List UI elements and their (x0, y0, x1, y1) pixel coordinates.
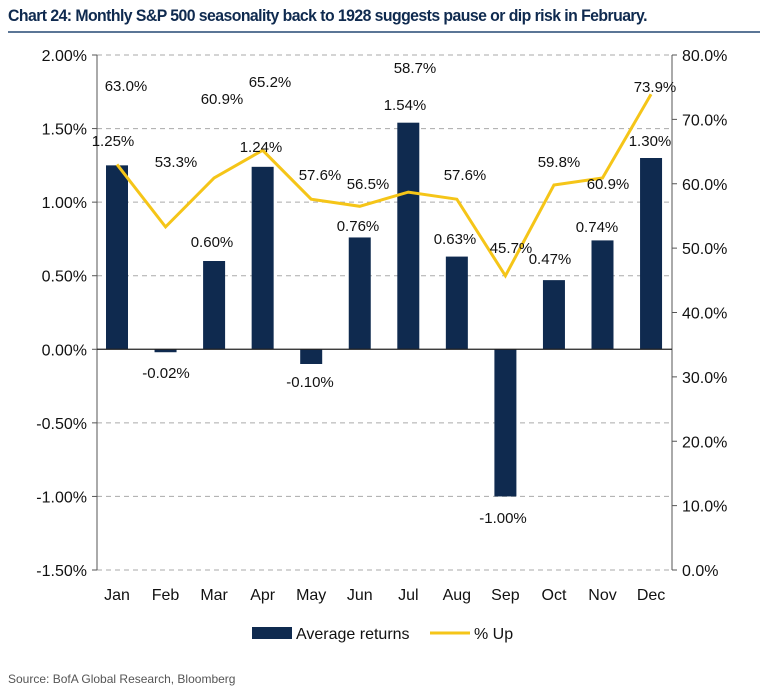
x-tick-label: Feb (152, 587, 180, 604)
x-tick-label: Jun (347, 587, 373, 604)
return-data-label: 0.60% (191, 234, 234, 251)
x-tick-label: Jul (398, 587, 418, 604)
pct-up-data-label: 56.5% (347, 176, 390, 193)
pct-up-data-label: 73.9% (634, 79, 677, 96)
right-tick-label: 80.0% (682, 48, 727, 65)
left-tick-label: 0.50% (42, 269, 87, 286)
x-tick-label: Oct (542, 587, 567, 604)
bar-may (300, 349, 323, 364)
return-data-label: 0.63% (434, 231, 477, 248)
source-note: Source: BofA Global Research, Bloomberg (8, 672, 236, 686)
bar-oct (542, 280, 565, 350)
bar-nov (591, 240, 614, 350)
left-tick-label: 1.50% (42, 122, 87, 139)
return-data-label: 1.24% (240, 139, 283, 156)
pct-up-data-label: 45.7% (490, 240, 533, 257)
bar-aug (445, 256, 468, 350)
right-tick-label: 40.0% (682, 306, 727, 323)
title-rule (8, 31, 760, 33)
return-data-label: 0.74% (576, 219, 619, 236)
pct-up-data-label: 65.2% (249, 74, 292, 91)
x-tick-label: May (296, 587, 326, 604)
left-tick-label: -1.50% (36, 563, 87, 580)
bar-feb (154, 349, 177, 353)
bar-sep (494, 349, 517, 497)
pct-up-data-label: 59.8% (538, 154, 581, 171)
legend-label-average-returns: Average returns (296, 626, 410, 643)
pct-up-data-label: 53.3% (155, 154, 198, 171)
x-tick-label: Mar (200, 587, 228, 604)
return-data-label: 1.30% (629, 133, 672, 150)
return-data-label: 0.47% (529, 251, 572, 268)
bar-jan (106, 165, 128, 350)
return-data-label: -1.00% (479, 510, 527, 527)
right-tick-label: 50.0% (682, 241, 727, 258)
chart: 2.00% 1.50% 1.00% 0.50% 0.00% -0.50% -1.00% -1.… (36, 48, 727, 643)
return-data-label: 1.25% (92, 133, 135, 150)
pct-up-data-label: 60.9% (201, 91, 244, 108)
bar-jul (397, 122, 420, 350)
x-tick-label: Dec (637, 587, 665, 604)
x-tick-label: Jan (104, 587, 130, 604)
right-tick-label: 30.0% (682, 370, 727, 387)
pct-up-data-label: 58.7% (394, 60, 437, 77)
x-tick-label: Apr (250, 587, 276, 604)
pct-up-data-label: 60.9% (587, 176, 630, 193)
bar-dec (640, 158, 663, 350)
pct-up-data-label: 57.6% (299, 167, 342, 184)
pct-up-data-label: 57.6% (444, 167, 487, 184)
left-tick-label: -1.00% (36, 489, 87, 506)
right-tick-label: 0.0% (682, 563, 718, 580)
chart-title: Chart 24: Monthly S&P 500 seasonality ba… (8, 6, 647, 25)
right-tick-label: 60.0% (682, 177, 727, 194)
x-tick-label: Nov (588, 587, 616, 604)
x-tick-label: Sep (491, 587, 520, 604)
pct-up-data-label: 63.0% (105, 78, 148, 95)
left-tick-label: 1.00% (42, 195, 87, 212)
bar-jun (348, 237, 371, 350)
pct-up-line (115, 93, 653, 279)
left-tick-label: 0.00% (42, 342, 87, 359)
legend-swatch-average-returns (252, 627, 292, 639)
legend-label-pct-up: % Up (474, 626, 513, 643)
bar-mar (203, 261, 226, 350)
left-tick-label: -0.50% (36, 416, 87, 433)
x-tick-label: Aug (443, 587, 471, 604)
left-tick-label: 2.00% (42, 48, 87, 65)
bar-apr (251, 166, 274, 350)
return-data-label: -0.02% (142, 365, 190, 382)
right-tick-label: 20.0% (682, 434, 727, 451)
return-data-label: 0.76% (337, 218, 380, 235)
return-data-label: 1.54% (384, 97, 427, 114)
return-data-label: -0.10% (286, 374, 334, 391)
right-tick-label: 70.0% (682, 112, 727, 129)
right-tick-label: 10.0% (682, 499, 727, 516)
